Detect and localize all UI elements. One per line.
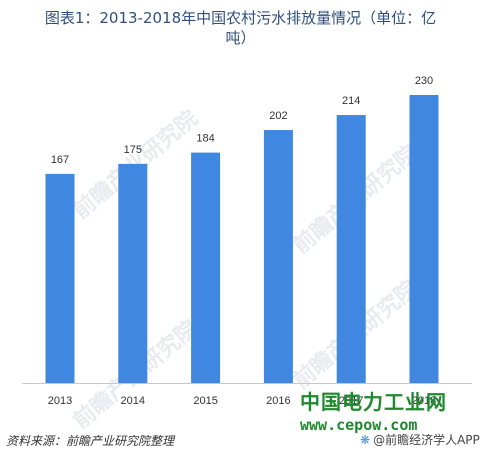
chart-title-line2: 吨） xyxy=(225,29,256,47)
watermark-logo: ❋ @前瞻经济学人APP xyxy=(360,431,480,448)
data-label-2017: 214 xyxy=(342,95,360,107)
x-tick-label-2018: 2018 xyxy=(412,395,436,407)
paw-icon: ❋ xyxy=(360,433,371,447)
bar-2014 xyxy=(118,163,148,383)
x-tick-label-2013: 2013 xyxy=(48,395,72,407)
chart-title: 图表1：2013-2018年中国农村污水排放量情况（单位：亿 吨） xyxy=(0,8,481,48)
x-tick-label-2016: 2016 xyxy=(266,395,290,407)
bar-2016 xyxy=(263,130,293,383)
data-label-2018: 230 xyxy=(415,75,433,87)
watermark-url: www.cepow.com xyxy=(300,416,418,434)
data-label-2013: 167 xyxy=(51,154,69,166)
source-note: 资料来源：前瞻产业研究院整理 xyxy=(6,434,175,448)
watermark-site-name: 中国电力工业网 xyxy=(300,390,447,414)
bar-2015 xyxy=(191,152,221,383)
bar-2017 xyxy=(336,115,366,383)
x-tick-label-2017: 2017 xyxy=(339,395,363,407)
data-label-2016: 202 xyxy=(269,110,287,122)
bar-2013 xyxy=(45,173,75,383)
x-tick-label-2015: 2015 xyxy=(193,395,217,407)
data-label-2014: 175 xyxy=(124,144,142,156)
x-tick-label-2014: 2014 xyxy=(121,395,145,407)
bar-2018 xyxy=(409,95,439,383)
watermark-logo-text: @前瞻经济学人APP xyxy=(373,433,480,447)
chart-title-line1: 图表1：2013-2018年中国农村污水排放量情况（单位：亿 xyxy=(44,9,437,27)
data-label-2015: 184 xyxy=(196,133,214,145)
